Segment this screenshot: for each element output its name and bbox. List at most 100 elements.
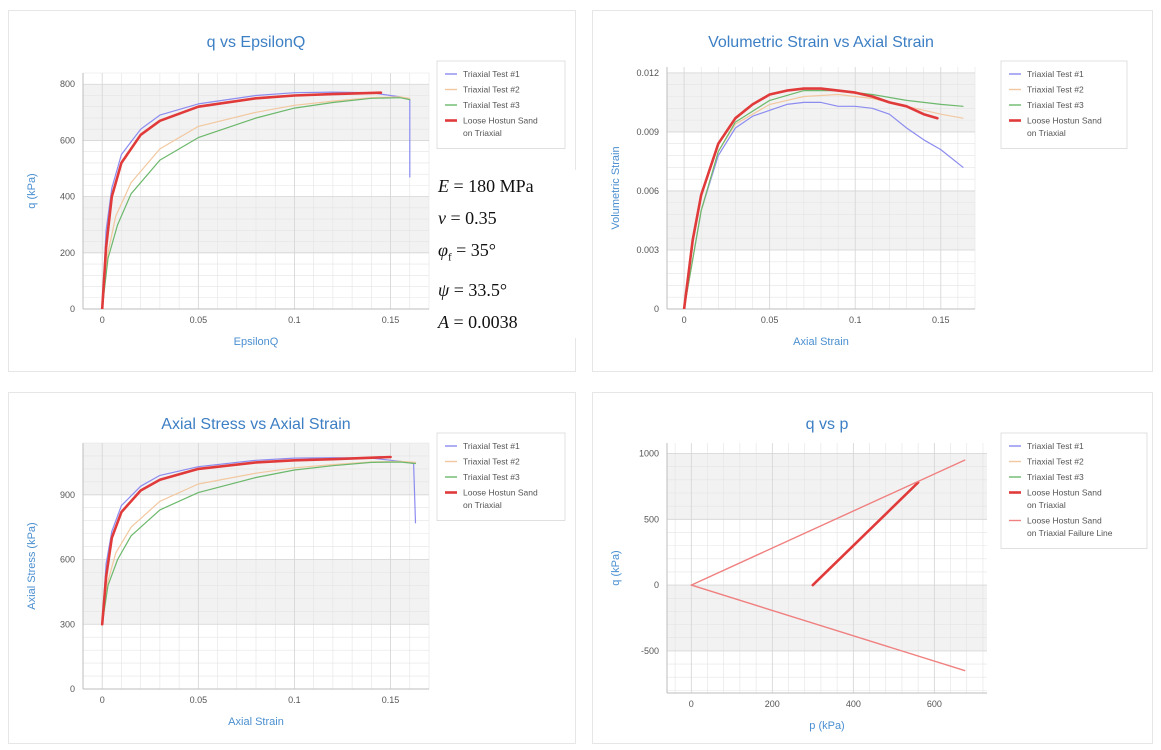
c3-y-tick-label: 300	[60, 619, 75, 629]
param-a-symbol: A	[438, 311, 449, 332]
c1-series-model-3	[100, 91, 383, 309]
c1-y-tick-label: 400	[60, 192, 75, 202]
param-psi-symbol: ψ	[438, 279, 450, 300]
c2-series-t3-2	[683, 89, 964, 309]
c1-series-t2-1	[101, 96, 411, 309]
param-poisson-ratio: ν = 0.35	[438, 202, 588, 234]
c3-x-tick-label: 0.1	[288, 695, 301, 705]
c3-legend	[436, 432, 566, 521]
param-friction-angle: φf = 35°	[438, 234, 588, 274]
c2-legend-label-model: on Triaxial	[1027, 128, 1066, 138]
c4-series-model-0	[811, 481, 920, 587]
param-dilation-angle: ψ = 33.5°	[438, 274, 588, 306]
c1-x-tick-label: 0.05	[190, 315, 208, 325]
chart-q-vs-p: 0 200 400 600 -500 0 500 1000 q vs p p (kPa) q (kP…	[610, 416, 1148, 732]
chart-q-vs-epsilonq: 0 0.05 0.1 0.15 0 200 400 600 800 q vs EpsilonQ Ep…	[26, 34, 566, 348]
c1-x-tick-label: 0	[100, 315, 105, 325]
c2-y-tick-label: 0.003	[636, 245, 659, 255]
c2-y-axis-label: Volumetric Strain	[610, 146, 622, 229]
c4-y-tick-label: -500	[641, 646, 659, 656]
c4-x-tick-label: 200	[765, 699, 780, 709]
c2-legend-label-t1: Triaxial Test #1	[1027, 69, 1084, 79]
c3-legend-label-model: on Triaxial	[463, 500, 502, 510]
c4-band-0	[667, 585, 987, 651]
c1-series-group	[100, 91, 411, 309]
c3-x-axis-label: Axial Strain	[228, 716, 284, 728]
param-phi-symbol: φ	[438, 240, 448, 260]
c4-legend-label-failure: on Triaxial Failure Line	[1027, 528, 1113, 538]
c1-series-t3-2	[101, 97, 411, 309]
c1-y-tick-label: 0	[70, 304, 75, 314]
c3-legend-label-t1: Triaxial Test #1	[463, 441, 520, 451]
c4-y-tick-label: 0	[654, 580, 659, 590]
c4-y-tick-label: 1000	[639, 449, 659, 459]
c3-x-tick-label: 0.05	[190, 695, 208, 705]
c4-y-axis-label: q (kPa)	[610, 550, 622, 585]
c2-y-tick-label: 0.012	[636, 68, 659, 78]
c2-title: Volumetric Strain vs Axial Strain	[708, 34, 934, 51]
c2-legend	[1000, 60, 1128, 149]
c1-x-axis-label: EpsilonQ	[234, 336, 279, 348]
c2-series-group	[682, 87, 964, 309]
c2-y-tick-label: 0.009	[636, 127, 659, 137]
c1-legend	[436, 60, 566, 149]
c4-series-failure-2	[690, 584, 966, 672]
c2-x-tick-label: 0	[682, 315, 687, 325]
c4-series-group	[690, 459, 966, 672]
c4-band-1	[667, 453, 987, 520]
c4-legend-label-failure: Loose Hostun Sand	[1027, 516, 1102, 526]
c2-legend-label-model: Loose Hostun Sand	[1027, 116, 1102, 126]
c2-legend-label-t2: Triaxial Test #2	[1027, 85, 1084, 95]
c1-y-tick-label: 600	[60, 135, 75, 145]
c3-y-axis-label: Axial Stress (kPa)	[26, 522, 38, 609]
c2-legend-label-t3: Triaxial Test #3	[1027, 100, 1084, 110]
c2-x-axis-label: Axial Strain	[793, 336, 849, 348]
c1-x-tick-label: 0.1	[288, 315, 301, 325]
chart-panel-axial-stress: 0 0.05 0.1 0.15 0 300 600 900 Axial Stress vs Ax…	[8, 392, 576, 744]
c1-series-t1-0	[101, 91, 411, 309]
c1-legend-label-t3: Triaxial Test #3	[463, 100, 520, 110]
c4-title: q vs p	[806, 416, 849, 433]
c4-y-tick-label: 500	[644, 514, 659, 524]
param-e-symbol: E	[438, 176, 449, 196]
chart-panel-q-vs-p: 0 200 400 600 -500 0 500 1000 q vs p p (kPa) q (kP…	[592, 392, 1153, 744]
param-phi-value: = 35°	[451, 240, 496, 260]
c3-series-t3-2	[101, 461, 417, 625]
c4-x-tick-label: 600	[927, 699, 942, 709]
chart-panel-volumetric-strain: 0 0.05 0.1 0.15 0 0.003 0.006 0.009 0.012 Volumet…	[592, 10, 1153, 372]
c1-title: q vs EpsilonQ	[207, 34, 306, 51]
chart-axial-stress-vs-axial-strain: 0 0.05 0.1 0.15 0 300 600 900 Axial Stress vs Ax…	[26, 416, 566, 728]
param-nu-value: = 0.35	[446, 208, 497, 228]
c1-y-axis-label: q (kPa)	[26, 173, 38, 208]
c1-legend-label-model: Loose Hostun Sand	[463, 116, 538, 126]
chart-volumetric-strain-vs-axial-strain: 0 0.05 0.1 0.15 0 0.003 0.006 0.009 0.012 Volumet…	[610, 34, 1128, 348]
param-nu-symbol: ν	[438, 208, 446, 228]
c4-legend-label-model: on Triaxial	[1027, 500, 1066, 510]
c2-series-model-3	[682, 87, 939, 309]
c2-x-tick-label: 0.1	[849, 315, 862, 325]
c2-y-tick-label: 0.006	[636, 186, 659, 196]
c4-x-axis-label: p (kPa)	[809, 720, 844, 732]
c4-legend-label-model: Loose Hostun Sand	[1027, 488, 1102, 498]
c2-x-tick-label: 0.15	[932, 315, 950, 325]
c4-series-failure-1	[690, 459, 966, 586]
c2-x-tick-label: 0.05	[761, 315, 779, 325]
c1-legend-label-t2: Triaxial Test #2	[463, 85, 520, 95]
c4-legend-label-t3: Triaxial Test #3	[1027, 472, 1084, 482]
c2-y-tick-label: 0	[654, 304, 659, 314]
c3-y-tick-label: 0	[70, 684, 75, 694]
c3-y-tick-label: 900	[60, 490, 75, 500]
c1-legend-label-model: on Triaxial	[463, 128, 502, 138]
c3-legend-label-t2: Triaxial Test #2	[463, 457, 520, 467]
c1-y-tick-label: 800	[60, 79, 75, 89]
c3-x-tick-label: 0	[100, 695, 105, 705]
c3-x-tick-label: 0.15	[382, 695, 400, 705]
param-phi-subscript: f	[447, 251, 452, 264]
c3-series-model-3	[100, 455, 392, 626]
param-e-value: = 180 MPa	[449, 176, 534, 196]
c3-title: Axial Stress vs Axial Strain	[161, 416, 350, 433]
param-a-value: = 0.0038	[449, 311, 518, 332]
c4-legend-label-t1: Triaxial Test #1	[1027, 441, 1084, 451]
c4-x-tick-label: 400	[846, 699, 861, 709]
material-parameters: E = 180 MPa ν = 0.35 φf = 35° ψ = 33.5° …	[438, 170, 588, 338]
